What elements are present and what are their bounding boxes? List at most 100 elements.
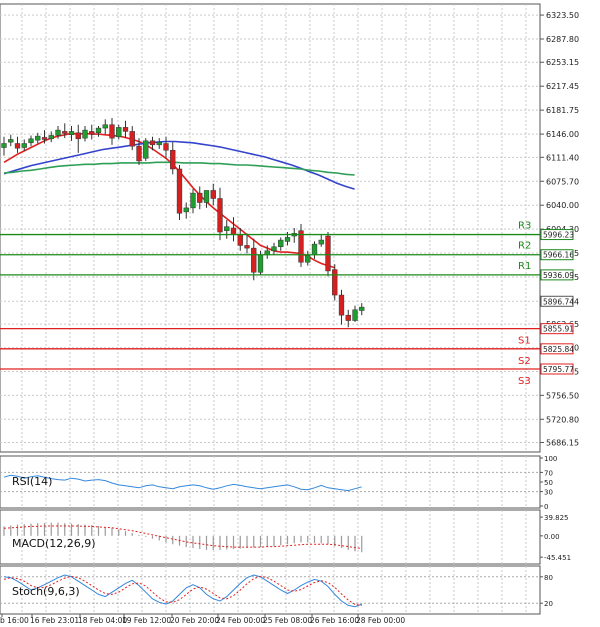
level-price-label: 5855.91 (543, 325, 574, 334)
macd-panel-frame (0, 509, 541, 565)
time-tick-label: 18 Feb 04:00 (78, 616, 127, 625)
level-price-tag (540, 363, 574, 375)
candle-body (35, 135, 41, 141)
stoch-d-line (3, 575, 362, 606)
candle-body (75, 132, 81, 140)
stoch-tick-label: 20 (544, 600, 553, 608)
main-panel-frame (0, 3, 541, 453)
time-tick-label: b 16:00 (0, 616, 29, 625)
rsi-tick-label: 0 (544, 503, 548, 511)
level-price-label: 5966.16 (543, 251, 574, 260)
stoch-tick-label: 80 (544, 574, 553, 582)
candle-body (345, 314, 351, 321)
price-tick-label: 6253.15 (546, 58, 579, 67)
candle-body (197, 192, 203, 203)
macd-tick-label: 0.00 (544, 533, 560, 541)
rsi-tick-label: 70 (544, 469, 553, 477)
time-tick-label: 26 Feb 16:00 (310, 616, 359, 625)
candle-body (28, 138, 34, 144)
candle-body (48, 135, 54, 140)
price-tick-label: 6287.80 (546, 35, 579, 44)
candle-body (237, 234, 243, 246)
rsi-tick-label: 100 (544, 455, 557, 463)
price-tick-label: 5686.15 (546, 439, 579, 448)
candle-body (278, 239, 284, 248)
candle-body (183, 207, 189, 213)
candle-body (156, 141, 162, 146)
rsi-label: RSI(14) (12, 475, 52, 488)
macd-signal-line (3, 525, 362, 549)
price-tick-label: 6146.00 (546, 130, 579, 139)
candle-body (41, 137, 48, 140)
candle-body (68, 131, 75, 136)
level-price-label: 5795.77 (543, 365, 574, 374)
candle-body (217, 198, 223, 233)
candle-body (14, 143, 21, 149)
price-tick-label: 5720.80 (546, 415, 579, 424)
candle-body (136, 145, 142, 162)
stoch-k-line (3, 574, 362, 608)
level-price-label: 5996.23 (543, 231, 574, 240)
level-price-label: 5825.84 (543, 345, 574, 354)
candle-body (352, 309, 358, 321)
candle-body (82, 129, 88, 139)
level-price-tag (540, 249, 574, 261)
candle-body (176, 168, 183, 214)
candle-body (163, 143, 169, 151)
candle-body (143, 140, 149, 159)
main-price-panel: 6323.50 6287.80 6253.15 6217.45 6181.75 6146.… (0, 3, 579, 453)
macd-panel: 39.825 0.00 -45.451 MACD(12,26,9) (0, 509, 571, 565)
level-price-tag (540, 229, 574, 241)
candle-body (311, 243, 318, 256)
macd-tick-label: 39.825 (544, 514, 569, 522)
candle-body (284, 237, 291, 242)
level-label: R3 (518, 221, 531, 232)
candle-body (62, 131, 68, 134)
rsi-tick-label: 50 (544, 479, 553, 487)
rsi-line (3, 474, 362, 492)
candle-body (305, 255, 311, 263)
level-label: R1 (518, 261, 531, 272)
candle-body (203, 190, 210, 203)
candle-body (95, 127, 102, 134)
level-label: S2 (518, 356, 531, 367)
time-tick-label: 25 Feb 08:00 (263, 616, 312, 625)
moving-average-line (3, 161, 355, 176)
candle-body (149, 140, 156, 146)
candle-body (230, 227, 237, 235)
candle-body (21, 143, 27, 148)
candle-body (8, 139, 14, 143)
candle-body (224, 226, 230, 231)
price-tick-label: 6075.70 (546, 177, 579, 186)
rsi-tick-label: 30 (544, 489, 553, 497)
price-tick-label: 6111.40 (546, 153, 579, 162)
time-tick-label: 24 Feb 00:00 (216, 616, 265, 625)
level-price-tag (540, 269, 574, 281)
level-label: S1 (518, 336, 531, 347)
stoch-panel-frame (0, 565, 541, 615)
candle-body (190, 192, 196, 209)
macd-tick-label: -45.451 (544, 554, 571, 562)
time-tick-label: 19 Feb 12:00 (122, 616, 171, 625)
candle-body (244, 245, 250, 249)
candle-body (89, 131, 95, 135)
level-label: R2 (518, 241, 531, 252)
moving-average-line (3, 140, 355, 190)
current-price-tag (540, 295, 574, 307)
candle-body (325, 235, 331, 272)
candle-body (332, 269, 338, 296)
candle-body (122, 127, 129, 132)
candle-body (271, 246, 277, 252)
candle-body (109, 124, 115, 139)
candle-body (116, 127, 122, 138)
price-tick-label: 6040.00 (546, 201, 579, 210)
candle-body (210, 190, 216, 199)
price-tick-label: 5756.50 (546, 391, 579, 400)
candle-body (129, 131, 135, 147)
candle-body (257, 254, 264, 273)
candle-body (102, 124, 108, 129)
price-tick-label: 6181.75 (546, 106, 579, 115)
level-label: S3 (518, 376, 531, 387)
macd-label: MACD(12,26,9) (12, 537, 96, 550)
